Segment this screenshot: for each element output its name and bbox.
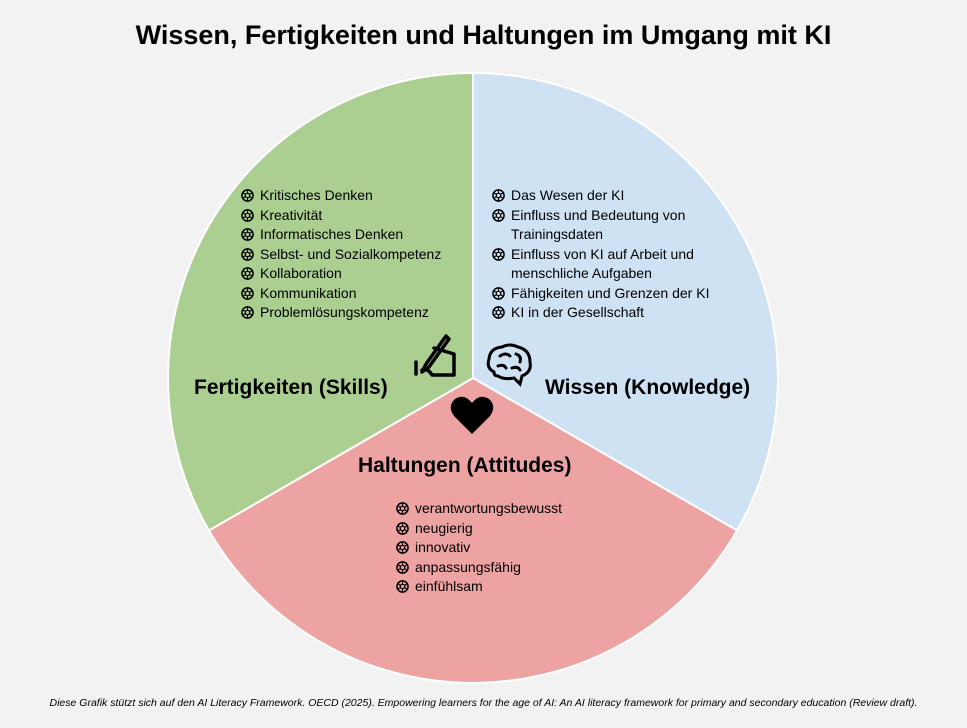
bullet-icon (241, 247, 254, 261)
knowledge-list: Das Wesen der KI Einfluss und Bedeutung v… (492, 186, 732, 323)
brain-icon (486, 343, 532, 387)
item-text: Kritisches Denken (260, 187, 373, 203)
attitudes-item: anpassungsfähig (396, 558, 562, 578)
bullet-icon (396, 541, 409, 554)
bullet-icon (241, 228, 254, 241)
bullet-icon (241, 267, 254, 280)
skills-label: Fertigkeiten (Skills) (194, 376, 388, 399)
skills-item: Selbst- und Sozialkompetenz (241, 245, 441, 265)
item-text: neugierig (415, 519, 473, 536)
footer-citation: Diese Grafik stützt sich auf den AI Lite… (49, 697, 918, 709)
item-text: KI in der Gesellschaft (511, 304, 645, 320)
item-text: Das Wesen der KI (511, 187, 625, 203)
skills-item: Kritisches Denken (241, 186, 441, 206)
item-text: anpassungsfähig (415, 558, 521, 575)
bullet-icon (241, 306, 254, 319)
knowledge-item: Das Wesen der KI (492, 186, 732, 206)
knowledge-label: Wissen (Knowledge) (545, 376, 751, 399)
item-text: Selbst- und Sozialkompetenz (260, 245, 442, 262)
item-text: einfühlsam (415, 578, 483, 594)
item-text: innovativ (415, 539, 471, 555)
attitudes-item: einfühlsam (396, 577, 562, 597)
item-text: Fähigkeiten und Grenzen der KI (511, 284, 710, 301)
attitudes-item: neugierig (396, 519, 562, 539)
slice-attitudes (207, 376, 739, 684)
item-text: Einfluss und Bedeutung von Trainingsdate… (511, 206, 686, 243)
heart-icon (450, 396, 494, 434)
bullet-icon (396, 580, 409, 593)
knowledge-item: Einfluss und Bedeutung von Trainingsdate… (492, 206, 732, 245)
page-title: Wissen, Fertigkeiten und Haltungen im Um… (135, 20, 832, 50)
skills-item: Kreativität (241, 206, 441, 226)
item-text: verantwortungsbewusst (415, 500, 563, 516)
knowledge-item: KI in der Gesellschaft (492, 303, 732, 323)
bullet-icon (396, 502, 409, 515)
item-text: Problemlösungskompetenz (260, 304, 429, 320)
bullet-icon (492, 189, 505, 202)
skills-list: Kritisches Denken Kreativität Informatisch… (241, 186, 441, 323)
attitudes-list: verantwortungsbewusst neugierig innovativ a… (396, 499, 562, 597)
bullet-icon (492, 208, 505, 222)
attitudes-item: innovativ (396, 538, 562, 558)
slice-skills (167, 71, 474, 532)
bullet-icon (241, 208, 254, 222)
item-text: Informatisches Denken (260, 226, 404, 242)
item-text: Einfluss von KI auf Arbeit und menschlic… (511, 245, 694, 282)
item-text: Kreativität (260, 206, 323, 223)
bullet-icon (241, 189, 254, 202)
bullet-icon (396, 560, 409, 574)
knowledge-item: Einfluss von KI auf Arbeit und menschlic… (492, 245, 732, 284)
skills-item: Informatisches Denken (241, 225, 441, 245)
knowledge-item: Fähigkeiten und Grenzen der KI (492, 284, 732, 304)
skills-item: Kollaboration (241, 264, 441, 284)
bullet-icon (492, 286, 505, 300)
attitudes-label: Haltungen (Attitudes) (358, 454, 572, 477)
bullet-icon (492, 247, 505, 261)
attitudes-item: verantwortungsbewusst (396, 499, 562, 519)
bullet-icon (241, 286, 254, 300)
bullet-icon (396, 521, 409, 535)
hand-writing-icon (414, 334, 456, 377)
item-text: Kommunikation (260, 284, 357, 301)
skills-item: Problemlösungskompetenz (241, 303, 441, 323)
bullet-icon (492, 306, 505, 319)
item-text: Kollaboration (260, 265, 342, 281)
slice-knowledge (472, 71, 779, 532)
skills-item: Kommunikation (241, 284, 441, 304)
